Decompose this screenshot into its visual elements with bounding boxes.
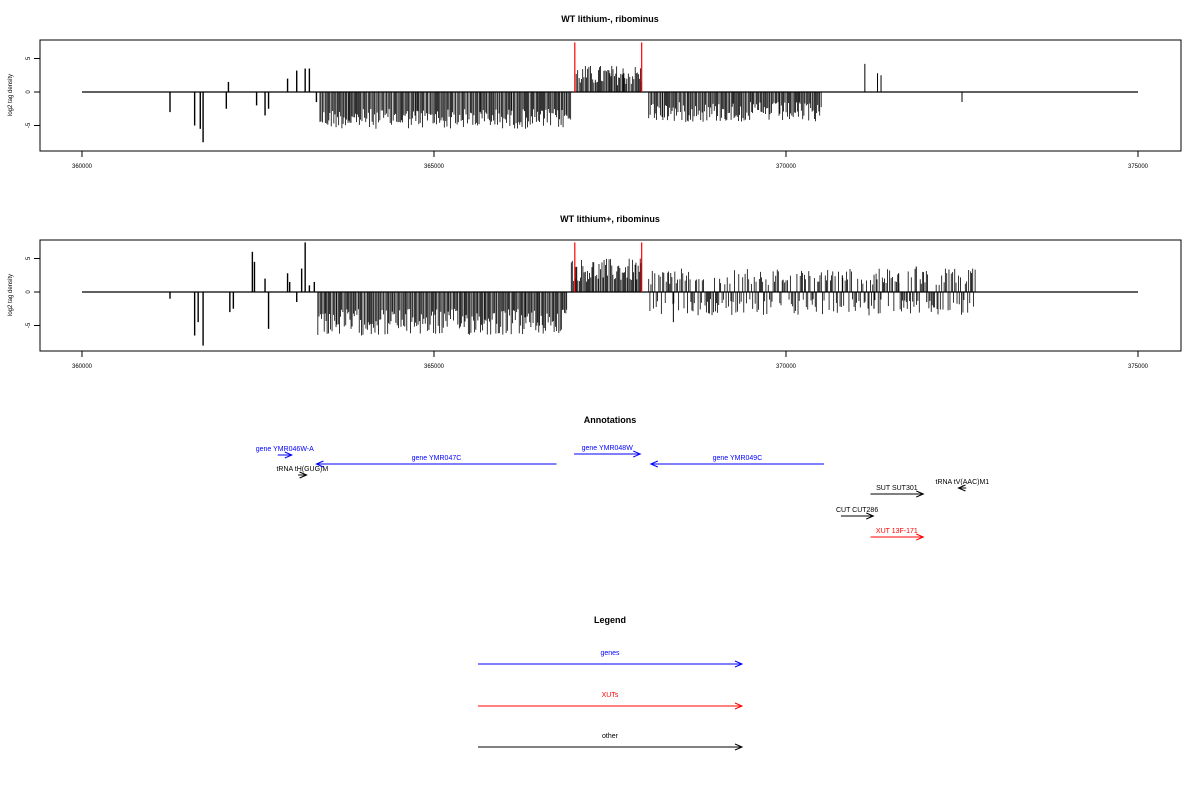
annotation-item: gene YMR047C <box>315 455 557 468</box>
annotation-arrow-head <box>633 450 642 458</box>
x-tick-label: 375000 <box>1128 164 1149 170</box>
y-tick-label: -5 <box>26 122 32 128</box>
annotation-arrow-head <box>957 484 966 492</box>
panel-2-data <box>82 242 1138 346</box>
annotation-arrow-head <box>866 512 875 520</box>
annotation-arrow-head <box>299 471 308 479</box>
x-tick-label: 360000 <box>72 364 93 370</box>
y-tick-label: 0 <box>26 90 32 94</box>
annotation-label: CUT CUT286 <box>836 507 878 514</box>
annotation-label: tRNA tV(AAC)M1 <box>936 479 990 486</box>
legend-panel: Legend genes XUTs other <box>478 615 744 751</box>
annotations-title: Annotations <box>584 415 637 425</box>
legend-item: genes <box>478 650 744 668</box>
panel-2-frame <box>39 239 1182 352</box>
annotation-arrow-head <box>916 490 925 498</box>
panel-1-data <box>82 42 1138 143</box>
annotation-arrow-head <box>916 533 925 541</box>
legend-label: genes <box>600 650 620 657</box>
annotation-arrow-head <box>315 460 324 468</box>
legend-label: XUTs <box>602 692 619 699</box>
annotation-label: gene YMR048W <box>582 445 634 452</box>
panel-lithium-minus: WT lithium-, ribominus log2 tag density … <box>8 14 1182 170</box>
panel-lithium-plus: WT lithium+, ribominus log2 tag density … <box>8 214 1182 370</box>
annotation-item: CUT CUT286 <box>836 507 878 520</box>
y-tick-label: 0 <box>26 290 32 294</box>
annotation-label: SUT SUT301 <box>876 485 918 492</box>
annotation-items: gene YMR046W-A tRNA tH(GUG)M gene YMR047C g… <box>256 445 990 541</box>
x-tick-label: 365000 <box>424 164 445 170</box>
x-tick-label: 370000 <box>776 364 797 370</box>
legend-item: XUTs <box>478 692 744 710</box>
annotation-label: gene YMR049C <box>713 455 763 462</box>
annotation-item: tRNA tH(GUG)M <box>276 466 328 479</box>
y-tick-label: 5 <box>26 256 32 260</box>
legend-items: genes XUTs other <box>478 650 744 751</box>
legend-arrow-head <box>734 702 744 710</box>
legend-item: other <box>478 733 744 751</box>
annotation-item: gene YMR048W <box>574 445 642 458</box>
annotation-item: gene YMR049C <box>649 455 825 468</box>
panel-1-axes: 5 0 -5 360000 365000 370000 375000 <box>26 56 1149 170</box>
y-tick-label: -5 <box>26 322 32 328</box>
annotation-arrow-head <box>284 451 294 459</box>
panel-1-title: WT lithium-, ribominus <box>561 14 659 24</box>
annotation-item: SUT SUT301 <box>870 485 925 498</box>
annotation-label: tRNA tH(GUG)M <box>276 466 328 473</box>
panel-2-axes: 5 0 -5 360000 365000 370000 375000 <box>26 256 1149 370</box>
y-tick-label: 5 <box>26 56 32 60</box>
x-tick-label: 370000 <box>776 164 797 170</box>
x-tick-label: 360000 <box>72 164 93 170</box>
legend-label: other <box>602 733 619 740</box>
x-tick-label: 375000 <box>1128 364 1149 370</box>
panel-1-frame <box>39 39 1182 152</box>
legend-arrow-head <box>734 743 744 751</box>
annotation-label: XUT 13F-171 <box>876 528 918 535</box>
annotation-item: gene YMR046W-A <box>256 446 314 459</box>
annotation-arrow-head <box>649 460 659 468</box>
panel-2-title: WT lithium+, ribominus <box>560 214 660 224</box>
x-tick-label: 365000 <box>424 364 445 370</box>
annotation-label: gene YMR046W-A <box>256 446 314 453</box>
annotation-label: gene YMR047C <box>412 455 462 462</box>
panel-1-ylabel: log2 tag density <box>8 74 14 116</box>
panel-2-ylabel: log2 tag density <box>8 274 14 316</box>
annotation-item: XUT 13F-171 <box>870 528 925 541</box>
legend-title: Legend <box>594 615 626 625</box>
legend-arrow-head <box>734 660 744 668</box>
annotation-item: tRNA tV(AAC)M1 <box>936 479 990 492</box>
